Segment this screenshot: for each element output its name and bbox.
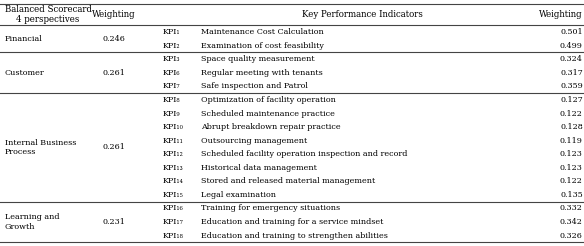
Text: 0.342: 0.342 bbox=[560, 218, 583, 226]
Text: KPI₁₇: KPI₁₇ bbox=[162, 218, 183, 226]
Text: KPI₁₆: KPI₁₆ bbox=[162, 204, 183, 212]
Text: KPI₁₁: KPI₁₁ bbox=[162, 137, 183, 145]
Text: Regular meeting with tenants: Regular meeting with tenants bbox=[201, 69, 323, 77]
Text: Education and training for a service mindset: Education and training for a service min… bbox=[201, 218, 384, 226]
Text: Financial: Financial bbox=[5, 35, 43, 43]
Text: 0.261: 0.261 bbox=[102, 69, 126, 77]
Text: 0.123: 0.123 bbox=[560, 164, 583, 172]
Text: KPI₉: KPI₉ bbox=[162, 109, 180, 118]
Text: 0.123: 0.123 bbox=[560, 150, 583, 158]
Text: Scheduled facility operation inspection and record: Scheduled facility operation inspection … bbox=[201, 150, 408, 158]
Text: 0.135: 0.135 bbox=[560, 191, 583, 199]
Text: Outsourcing management: Outsourcing management bbox=[201, 137, 308, 145]
Text: Customer: Customer bbox=[5, 69, 44, 77]
Text: 0.332: 0.332 bbox=[560, 204, 583, 212]
Text: Internal Business
Process: Internal Business Process bbox=[5, 139, 76, 156]
Text: 0.122: 0.122 bbox=[560, 109, 583, 118]
Text: Historical data management: Historical data management bbox=[201, 164, 317, 172]
Text: Stored and released material management: Stored and released material management bbox=[201, 177, 376, 185]
Text: Scheduled maintenance practice: Scheduled maintenance practice bbox=[201, 109, 335, 118]
Text: Optimization of facility operation: Optimization of facility operation bbox=[201, 96, 336, 104]
Text: KPI₁₂: KPI₁₂ bbox=[162, 150, 183, 158]
Text: KPI₈: KPI₈ bbox=[162, 96, 180, 104]
Text: 0.501: 0.501 bbox=[560, 28, 583, 36]
Text: 0.324: 0.324 bbox=[560, 55, 583, 63]
Text: Weighting: Weighting bbox=[539, 10, 583, 19]
Text: Balanced Scorecard
4 perspectives: Balanced Scorecard 4 perspectives bbox=[5, 5, 92, 24]
Text: KPI₁: KPI₁ bbox=[162, 28, 180, 36]
Text: 0.499: 0.499 bbox=[560, 42, 583, 50]
Text: 0.326: 0.326 bbox=[560, 231, 583, 240]
Text: Safe inspection and Patrol: Safe inspection and Patrol bbox=[201, 82, 308, 90]
Text: KPI₇: KPI₇ bbox=[162, 82, 180, 90]
Text: Legal examination: Legal examination bbox=[201, 191, 276, 199]
Text: KPI₂: KPI₂ bbox=[162, 42, 180, 50]
Text: Learning and
Growth: Learning and Growth bbox=[5, 213, 59, 231]
Text: Weighting: Weighting bbox=[92, 10, 135, 19]
Text: Key Performance Indicators: Key Performance Indicators bbox=[302, 10, 422, 19]
Text: KPI₁₈: KPI₁₈ bbox=[162, 231, 183, 240]
Text: 0.231: 0.231 bbox=[102, 218, 126, 226]
Text: 0.317: 0.317 bbox=[560, 69, 583, 77]
Text: 0.127: 0.127 bbox=[560, 96, 583, 104]
Text: KPI₁₃: KPI₁₃ bbox=[162, 164, 183, 172]
Text: Maintenance Cost Calculation: Maintenance Cost Calculation bbox=[201, 28, 324, 36]
Text: Education and training to strengthen abilities: Education and training to strengthen abi… bbox=[201, 231, 388, 240]
Text: KPI₃: KPI₃ bbox=[162, 55, 180, 63]
Text: 0.122: 0.122 bbox=[560, 177, 583, 185]
Text: Space quality measurement: Space quality measurement bbox=[201, 55, 315, 63]
Text: 0.261: 0.261 bbox=[102, 143, 126, 151]
Text: KPI₁₀: KPI₁₀ bbox=[162, 123, 183, 131]
Text: 0.359: 0.359 bbox=[560, 82, 583, 90]
Text: KPI₁₅: KPI₁₅ bbox=[162, 191, 183, 199]
Text: 0.128: 0.128 bbox=[560, 123, 583, 131]
Text: Abrupt breakdown repair practice: Abrupt breakdown repair practice bbox=[201, 123, 341, 131]
Text: Training for emergency situations: Training for emergency situations bbox=[201, 204, 340, 212]
Text: KPI₆: KPI₆ bbox=[162, 69, 180, 77]
Text: 0.119: 0.119 bbox=[560, 137, 583, 145]
Text: 0.246: 0.246 bbox=[102, 35, 126, 43]
Text: KPI₁₄: KPI₁₄ bbox=[162, 177, 183, 185]
Text: Examination of cost feasibility: Examination of cost feasibility bbox=[201, 42, 324, 50]
